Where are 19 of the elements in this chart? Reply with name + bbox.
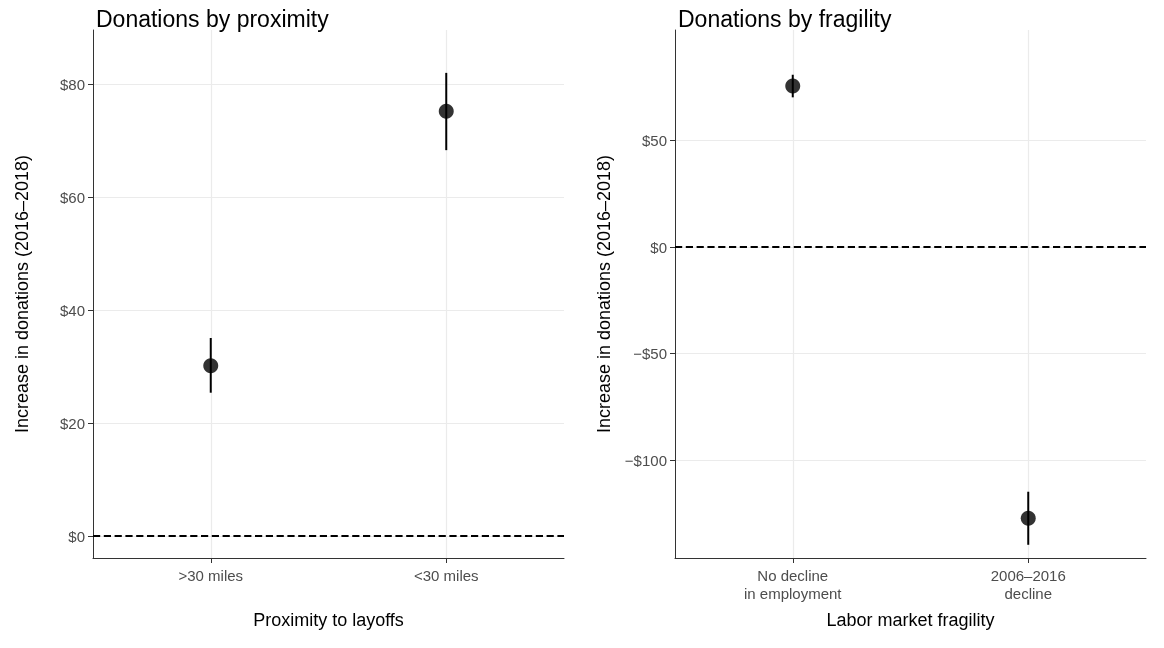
y-tick-label: $60	[59, 189, 85, 207]
x-axis-title: Labor market fragility	[826, 610, 995, 630]
x-axis-title: Proximity to layoffs	[253, 610, 404, 630]
y-tick-label: $0	[68, 527, 85, 545]
y-tick-label: −$100	[624, 451, 667, 469]
x-tick-label: 2006–2016 decline	[990, 566, 1066, 602]
y-axis-title: Increase in donations (2016–2018)	[594, 154, 614, 434]
y-tick-label: $80	[59, 76, 85, 94]
x-tick-label: <30 miles	[413, 566, 479, 584]
y-tick-label: $0	[650, 238, 667, 256]
y-tick-label: $40	[59, 301, 85, 319]
x-tick-label: >30 miles	[178, 566, 244, 584]
chart-title: Donations by fragility	[678, 5, 892, 32]
y-tick-label: −$50	[633, 345, 667, 363]
y-tick-label: $20	[59, 414, 85, 432]
chart-title: Donations by proximity	[96, 5, 330, 32]
y-axis-title: Increase in donations (2016–2018)	[12, 154, 32, 434]
x-tick-label: No decline in employment	[743, 566, 843, 602]
y-tick-label: $50	[641, 132, 667, 150]
